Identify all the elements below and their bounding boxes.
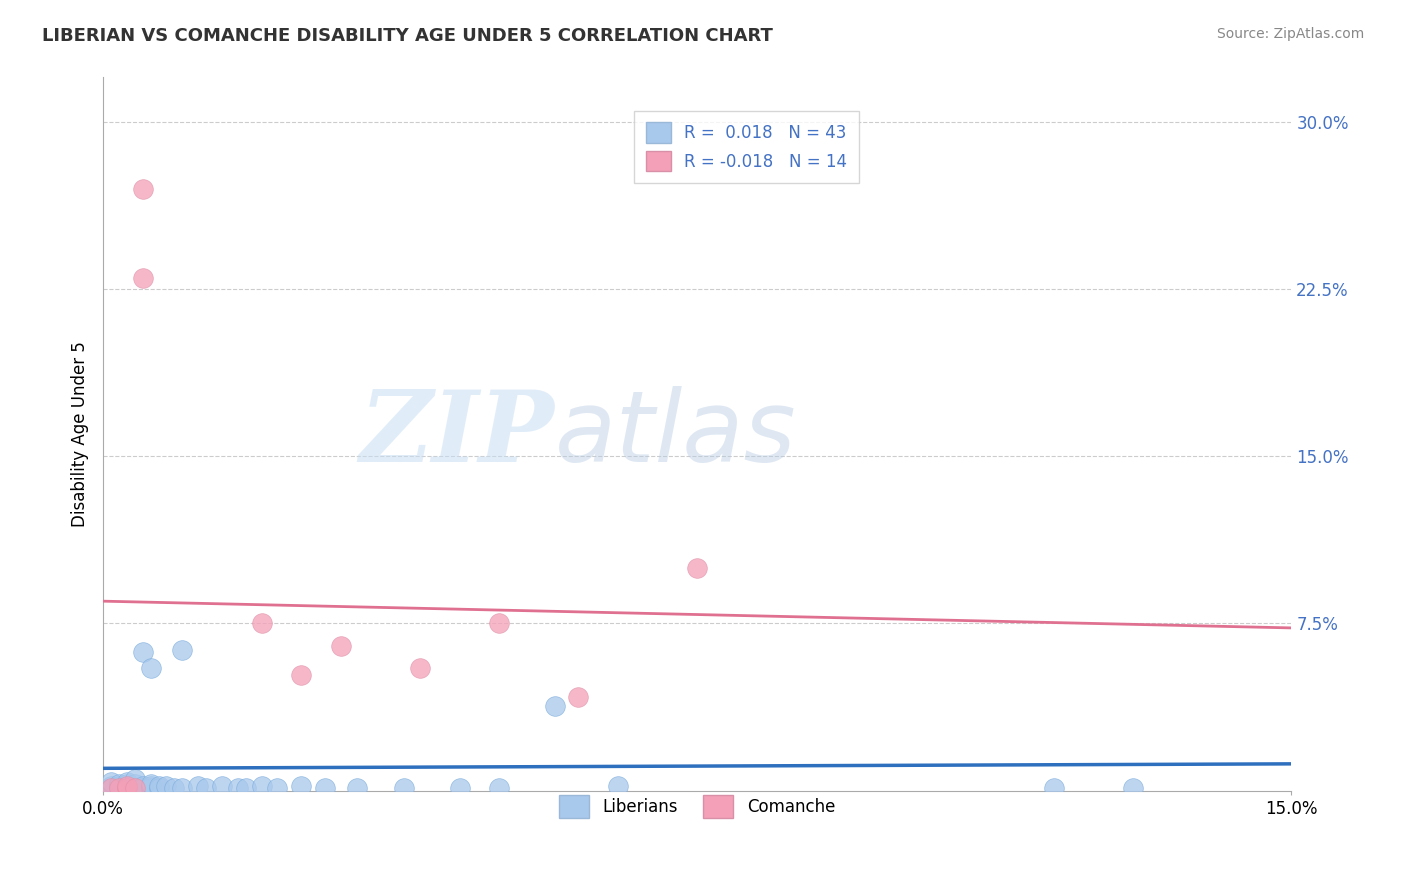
Text: ZIP: ZIP <box>360 385 554 483</box>
Legend: Liberians, Comanche: Liberians, Comanche <box>553 789 842 825</box>
Point <box>139 777 162 791</box>
Point <box>100 774 122 789</box>
Point <box>1122 781 1144 796</box>
Point <box>235 781 257 796</box>
Point <box>543 698 565 713</box>
Point <box>250 779 273 793</box>
Point <box>1042 781 1064 796</box>
Point <box>290 667 312 681</box>
Point <box>409 661 432 675</box>
Point <box>250 616 273 631</box>
Point <box>148 781 170 796</box>
Point <box>132 781 155 796</box>
Point <box>115 779 138 793</box>
Point <box>115 781 138 796</box>
Point <box>172 643 194 657</box>
Point <box>124 772 146 787</box>
Point <box>108 781 131 796</box>
Point <box>139 781 162 796</box>
Point <box>124 777 146 791</box>
Point <box>266 781 288 796</box>
Point <box>139 779 162 793</box>
Point <box>329 639 352 653</box>
Point <box>124 781 146 796</box>
Point <box>132 271 155 285</box>
Point <box>449 781 471 796</box>
Point <box>108 777 131 791</box>
Point <box>132 182 155 196</box>
Point <box>172 781 194 796</box>
Point <box>115 774 138 789</box>
Point <box>392 781 415 796</box>
Point <box>314 781 336 796</box>
Text: atlas: atlas <box>554 385 796 483</box>
Point <box>488 781 510 796</box>
Point <box>226 781 249 796</box>
Point <box>108 779 131 793</box>
Point <box>100 779 122 793</box>
Point <box>163 781 186 796</box>
Point <box>124 781 146 796</box>
Point <box>139 661 162 675</box>
Point <box>346 781 368 796</box>
Point <box>100 781 122 796</box>
Y-axis label: Disability Age Under 5: Disability Age Under 5 <box>72 341 89 527</box>
Point <box>211 779 233 793</box>
Point <box>115 779 138 793</box>
Point <box>100 781 122 796</box>
Point <box>115 777 138 791</box>
Point <box>187 779 209 793</box>
Point <box>132 645 155 659</box>
Point <box>607 779 630 793</box>
Point <box>115 781 138 796</box>
Text: Source: ZipAtlas.com: Source: ZipAtlas.com <box>1216 27 1364 41</box>
Point <box>290 779 312 793</box>
Point <box>155 779 177 793</box>
Point <box>108 781 131 796</box>
Point <box>567 690 589 704</box>
Point <box>148 779 170 793</box>
Point <box>686 560 709 574</box>
Point <box>195 781 218 796</box>
Text: LIBERIAN VS COMANCHE DISABILITY AGE UNDER 5 CORRELATION CHART: LIBERIAN VS COMANCHE DISABILITY AGE UNDE… <box>42 27 773 45</box>
Point <box>132 779 155 793</box>
Point <box>488 616 510 631</box>
